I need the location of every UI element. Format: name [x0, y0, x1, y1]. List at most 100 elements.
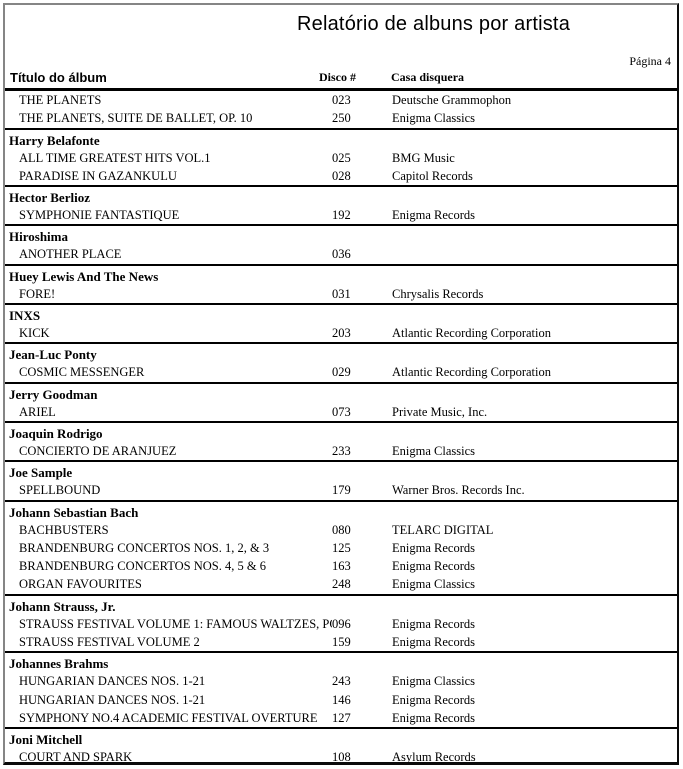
album-disc-number: 073	[332, 404, 351, 419]
album-row: ALL TIME GREATEST HITS VOL.1 025 BMG Mus…	[5, 149, 677, 167]
album-disc-number: 029	[332, 365, 351, 380]
album-title: HUNGARIAN DANCES NOS. 1-21	[19, 692, 206, 707]
album-row: ANOTHER PLACE 036	[5, 245, 677, 263]
album-title: FORE!	[19, 286, 56, 301]
album-title: SYMPHONIE FANTASTIQUE	[19, 208, 180, 223]
album-row: SYMPHONIE FANTASTIQUE 192 Enigma Records	[5, 206, 677, 224]
album-record-label: Warner Bros. Records Inc.	[392, 483, 525, 498]
album-row: BRANDENBURG CONCERTOS NOS. 4, 5 & 6 163 …	[5, 557, 677, 575]
artist-name: Hector Berlioz	[9, 190, 90, 206]
artist-section: Joe Sample SPELLBOUND 179 Warner Bros. R…	[5, 460, 677, 499]
album-record-label: BMG Music	[392, 150, 455, 165]
artist-section: Joaquin Rodrigo CONCIERTO DE ARANJUEZ 23…	[5, 420, 677, 460]
album-row: PARADISE IN GAZANKULU 028 Capitol Record…	[5, 167, 677, 185]
album-title: ANOTHER PLACE	[19, 247, 122, 262]
album-title: BRANDENBURG CONCERTOS NOS. 4, 5 & 6	[19, 559, 266, 574]
album-title: THE PLANETS	[19, 93, 102, 107]
column-header-album-title: Título do álbum	[10, 70, 107, 85]
album-disc-number: 243	[332, 674, 351, 689]
album-record-label: Enigma Records	[392, 635, 475, 650]
album-title: COURT AND SPARK	[19, 750, 133, 765]
album-title: PARADISE IN GAZANKULU	[19, 168, 177, 183]
album-disc-number: 250	[332, 111, 351, 126]
album-record-label: Asylum Records	[392, 750, 476, 765]
album-record-label: Enigma Classics	[392, 674, 475, 689]
artist-name: Johann Strauss, Jr.	[9, 598, 116, 614]
artist-section: Harry Belafonte ALL TIME GREATEST HITS V…	[5, 127, 677, 186]
artist-name: Joaquin Rodrigo	[9, 425, 103, 441]
artist-section: Hiroshima ANOTHER PLACE 036	[5, 224, 677, 263]
album-disc-number: 036	[332, 247, 351, 262]
album-title: THE PLANETS, SUITE DE BALLET, OP. 10	[19, 111, 253, 126]
album-row: CONCIERTO DE ARANJUEZ 233 Enigma Classic…	[5, 442, 677, 460]
album-disc-number: 108	[332, 750, 351, 765]
album-record-label: Enigma Records	[392, 616, 475, 631]
album-record-label: TELARC DIGITAL	[392, 522, 494, 537]
report-page: Relatório de albuns por artista Página 4…	[3, 3, 679, 765]
album-title: ARIEL	[19, 404, 56, 419]
artist-name: INXS	[9, 308, 41, 324]
album-title: KICK	[19, 326, 50, 341]
album-record-label: Deutsche Grammophon	[392, 93, 512, 107]
album-disc-number: 159	[332, 635, 351, 650]
artist-section: Hector Berlioz SYMPHONIE FANTASTIQUE 192…	[5, 185, 677, 224]
album-title: HUNGARIAN DANCES NOS. 1-21	[19, 674, 206, 689]
album-row: KICK 203 Atlantic Recording Corporation	[5, 324, 677, 342]
album-title: CONCIERTO DE ARANJUEZ	[19, 443, 177, 458]
album-record-label: Enigma Records	[392, 559, 475, 574]
album-disc-number: 125	[332, 540, 351, 555]
album-title: STRAUSS FESTIVAL VOLUME 2	[19, 635, 200, 650]
album-row: BRANDENBURG CONCERTOS NOS. 1, 2, & 3 125…	[5, 539, 677, 557]
artist-section: Jean-Luc Ponty COSMIC MESSENGER 029 Atla…	[5, 342, 677, 381]
album-record-label: Enigma Records	[392, 540, 475, 555]
artist-name: Johann Sebastian Bach	[9, 504, 139, 520]
artist-name: Johannes Brahms	[9, 656, 109, 672]
album-title: ALL TIME GREATEST HITS VOL.1	[19, 150, 211, 165]
album-record-label: Chrysalis Records	[392, 286, 484, 301]
album-row: SPELLBOUND 179 Warner Bros. Records Inc.	[5, 481, 677, 499]
album-record-label: Private Music, Inc.	[392, 404, 488, 419]
report-body: THE PLANETS 023 Deutsche Grammophon THE …	[5, 91, 677, 765]
album-row: COURT AND SPARK 108 Asylum Records	[5, 748, 677, 765]
album-row: THE PLANETS, SUITE DE BALLET, OP. 10 250…	[5, 109, 677, 127]
artist-name: Huey Lewis And The News	[9, 268, 159, 284]
album-disc-number: 031	[332, 286, 351, 301]
album-title: SPELLBOUND	[19, 483, 101, 498]
artist-name: Joe Sample	[9, 465, 73, 481]
album-row: SYMPHONY NO.4 ACADEMIC FESTIVAL OVERTURE…	[5, 709, 677, 727]
album-disc-number: 192	[332, 208, 351, 223]
artist-section: INXS KICK 203 Atlantic Recording Corpora…	[5, 303, 677, 342]
artist-section: Johannes Brahms HUNGARIAN DANCES NOS. 1-…	[5, 651, 677, 727]
album-row: STRAUSS FESTIVAL VOLUME 1: FAMOUS WALTZE…	[5, 615, 677, 633]
page-number: Página 4	[629, 54, 671, 68]
album-record-label: Atlantic Recording Corporation	[392, 365, 551, 380]
album-disc-number: 025	[332, 150, 351, 165]
artist-section: Joni Mitchell COURT AND SPARK 108 Asylum…	[5, 727, 677, 765]
album-record-label	[389, 245, 677, 263]
artist-section: Johann Sebastian Bach BACHBUSTERS 080 TE…	[5, 499, 677, 594]
album-record-label: Enigma Records	[392, 710, 475, 725]
album-disc-number: 028	[332, 168, 351, 183]
album-record-label: Enigma Classics	[392, 443, 475, 458]
artist-section: Huey Lewis And The News FORE! 031 Chrysa…	[5, 263, 677, 303]
album-disc-number: 127	[332, 710, 351, 725]
album-title: BRANDENBURG CONCERTOS NOS. 1, 2, & 3	[19, 540, 270, 555]
album-row: THE PLANETS 023 Deutsche Grammophon	[5, 91, 677, 109]
artist-section: THE PLANETS 023 Deutsche Grammophon THE …	[5, 91, 677, 128]
artist-name: Jean-Luc Ponty	[9, 347, 97, 363]
artist-section: Jerry Goodman ARIEL 073 Private Music, I…	[5, 381, 677, 421]
artist-section: Johann Strauss, Jr. STRAUSS FESTIVAL VOL…	[5, 593, 677, 652]
album-row: COSMIC MESSENGER 029 Atlantic Recording …	[5, 363, 677, 381]
album-title: BACHBUSTERS	[19, 522, 109, 537]
artist-name: Jerry Goodman	[9, 386, 98, 402]
artist-name: Hiroshima	[9, 229, 68, 245]
album-record-label: Capitol Records	[392, 168, 473, 183]
artist-name: Harry Belafonte	[9, 132, 100, 148]
album-title: SYMPHONY NO.4 ACADEMIC FESTIVAL OVERTURE	[19, 710, 318, 725]
album-disc-number: 080	[332, 522, 351, 537]
album-row: HUNGARIAN DANCES NOS. 1-21 146 Enigma Re…	[5, 691, 677, 709]
album-disc-number: 233	[332, 443, 351, 458]
column-header-disc-number: Disco #	[319, 70, 356, 84]
album-disc-number: 096	[332, 616, 351, 631]
album-title: STRAUSS FESTIVAL VOLUME 1: FAMOUS WALTZE…	[19, 616, 332, 631]
